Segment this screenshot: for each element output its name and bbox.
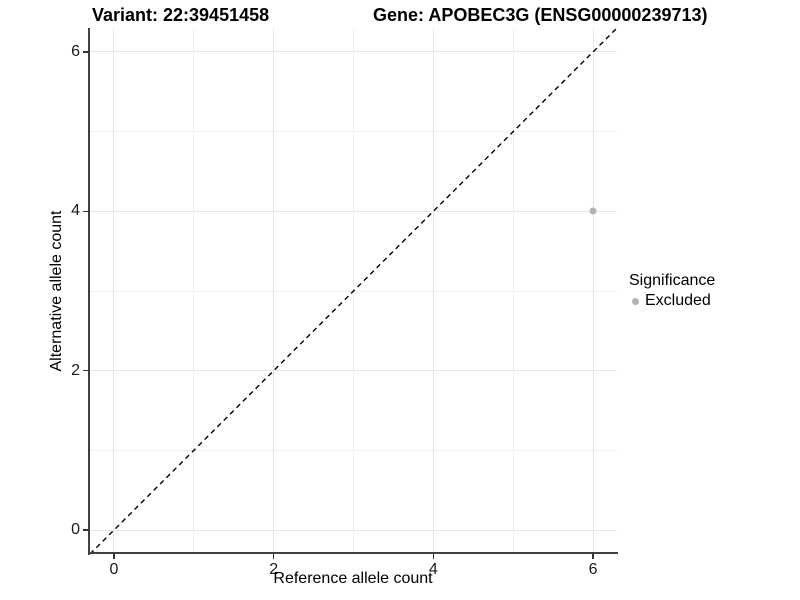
gridline-minor-vertical xyxy=(512,28,514,554)
y-axis-label: Alternative allele count xyxy=(48,210,65,372)
y-tick-label: 4 xyxy=(71,202,80,220)
plot-title-gene: Gene: APOBEC3G (ENSG00000239713) xyxy=(373,5,708,25)
gridline-major-horizontal xyxy=(90,529,617,531)
x-tick-mark xyxy=(592,554,594,559)
y-axis-line xyxy=(88,28,90,555)
gridline-major-vertical xyxy=(273,28,275,554)
y-tick-label: 0 xyxy=(71,521,80,539)
gridline-minor-horizontal xyxy=(90,131,617,133)
y-tick-mark xyxy=(83,210,88,213)
x-tick-mark xyxy=(272,554,275,559)
gridline-major-horizontal xyxy=(90,51,617,53)
legend-item-label: Excluded xyxy=(645,292,711,309)
gridline-major-horizontal xyxy=(90,370,617,372)
legend-item-excluded: Excluded xyxy=(629,292,715,310)
data-point xyxy=(589,207,597,215)
x-tick-mark xyxy=(113,554,115,559)
x-tick-label: 6 xyxy=(588,561,598,578)
excluded-point-icon xyxy=(632,297,639,305)
x-tick-label: 4 xyxy=(428,561,438,578)
y-tick-label: 6 xyxy=(71,42,80,60)
plot-panel xyxy=(90,28,617,554)
legend-title: Significance xyxy=(629,272,716,289)
y-tick-mark xyxy=(83,51,88,53)
y-tick-mark xyxy=(83,529,88,531)
y-tick-label: 2 xyxy=(71,361,80,379)
gridline-major-horizontal xyxy=(90,210,617,212)
gridline-major-vertical xyxy=(113,28,115,554)
legend: Significance Excluded xyxy=(629,272,715,310)
y-tick-mark xyxy=(83,369,88,372)
gridline-major-vertical xyxy=(432,28,434,554)
x-tick-mark xyxy=(432,554,435,559)
plot-title-variant: Variant: 22:39451458 xyxy=(92,5,270,25)
x-axis-label: Reference allele count xyxy=(273,570,433,587)
x-axis-line xyxy=(88,552,618,554)
gridline-major-vertical xyxy=(592,28,594,554)
gridline-minor-horizontal xyxy=(90,290,617,292)
x-tick-label: 2 xyxy=(269,561,279,578)
x-tick-label: 0 xyxy=(109,561,119,578)
